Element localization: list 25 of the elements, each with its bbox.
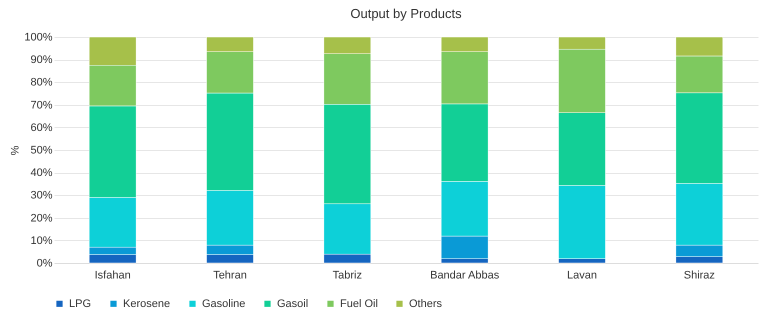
x-tick-label: Tabriz bbox=[332, 270, 362, 282]
y-tick-label: 50% bbox=[30, 144, 53, 156]
y-tick-label: 30% bbox=[30, 190, 53, 202]
y-axis-title: % bbox=[9, 145, 22, 156]
y-tick-label: 0% bbox=[36, 258, 53, 270]
y-tick-label: 100% bbox=[24, 32, 53, 44]
x-tick-label: Bandar Abbas bbox=[430, 270, 500, 282]
x-tick-label: Lavan bbox=[567, 270, 597, 282]
x-tick-label: Isfahan bbox=[94, 270, 131, 282]
legend-label: Others bbox=[409, 298, 443, 310]
legend-label: Fuel Oil bbox=[340, 298, 378, 310]
y-tick-label: 70% bbox=[30, 99, 53, 112]
y-tick-label: 90% bbox=[30, 54, 53, 66]
y-tick-label: 40% bbox=[30, 167, 53, 180]
x-tick-label: Tehran bbox=[213, 270, 247, 282]
legend-label: Gasoline bbox=[202, 298, 246, 310]
y-tick-label: 20% bbox=[30, 212, 53, 224]
legend-label: LPG bbox=[69, 298, 92, 310]
x-tick-label: Shiraz bbox=[684, 270, 715, 282]
legend-label: Kerosene bbox=[123, 298, 170, 310]
y-tick-label: 60% bbox=[30, 122, 53, 134]
chart-title: Output by Products bbox=[350, 6, 462, 21]
legend-label: Gasoil bbox=[277, 298, 308, 310]
y-tick-label: 10% bbox=[30, 234, 53, 247]
y-tick-label: 80% bbox=[30, 76, 53, 89]
